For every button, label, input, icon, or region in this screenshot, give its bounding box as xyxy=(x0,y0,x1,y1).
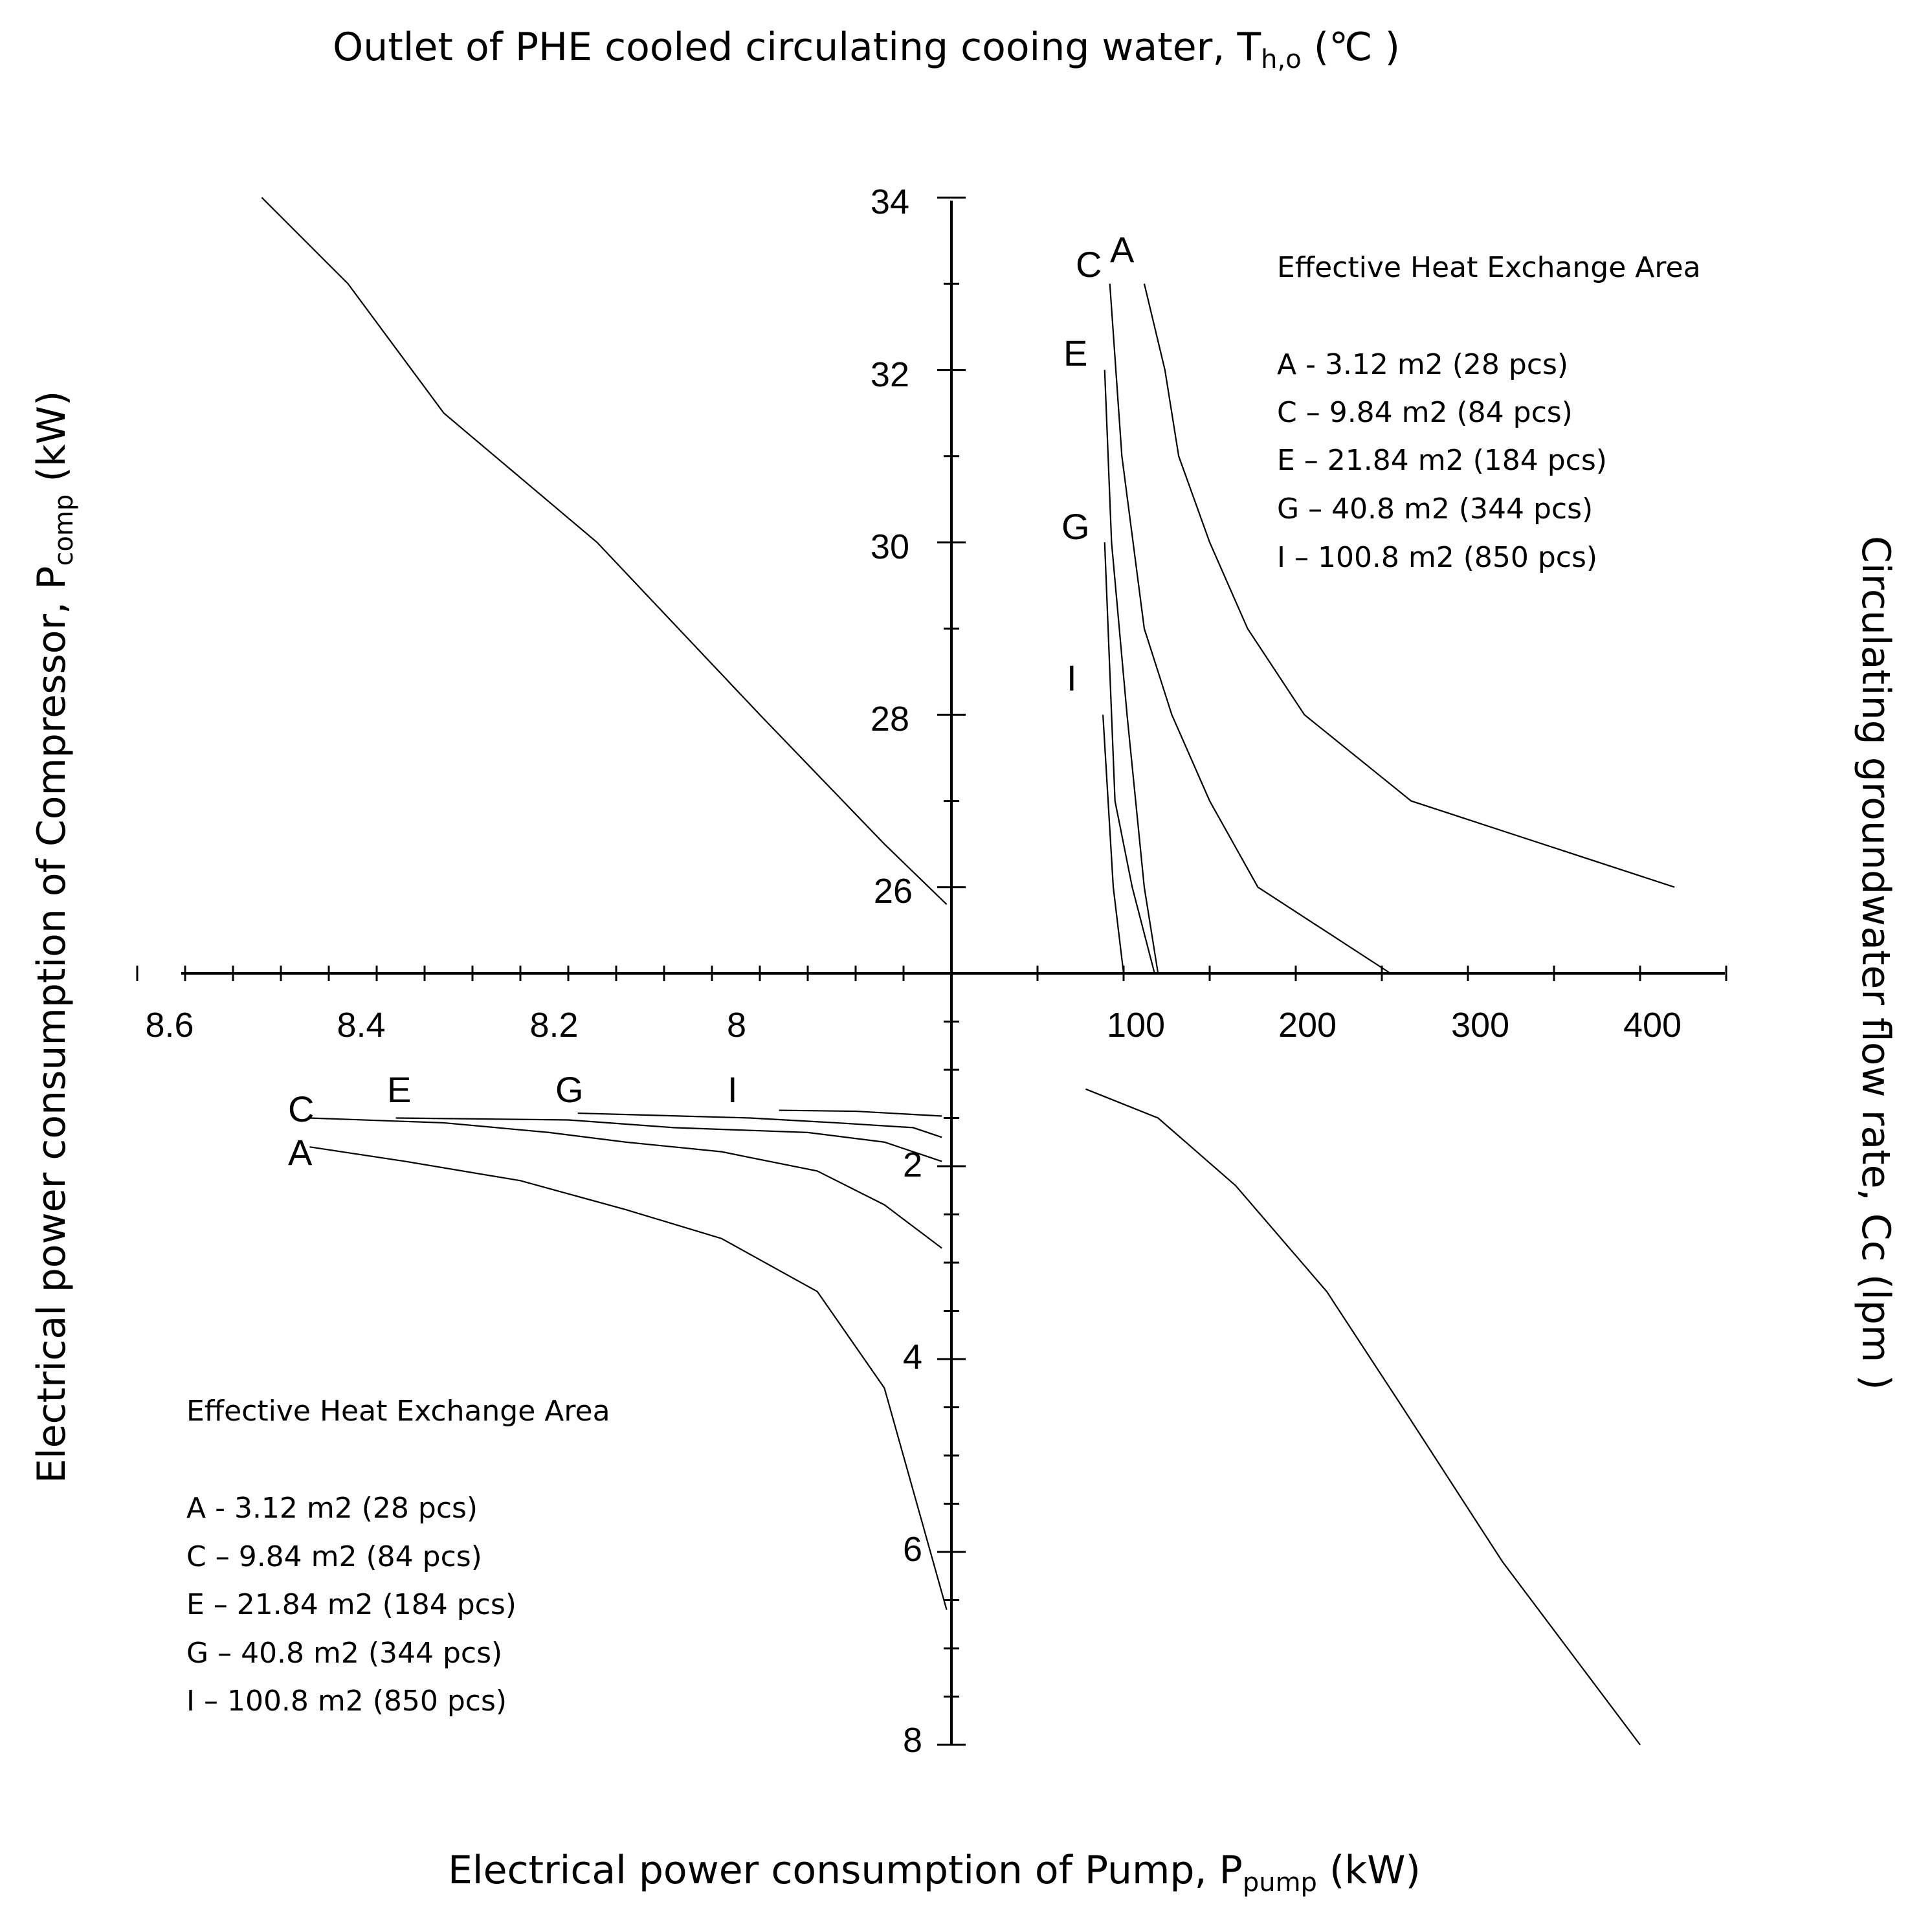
title-bottom-main: Electrical power consumption of Pump, P xyxy=(448,1848,1243,1893)
curve-flow-temp-E xyxy=(1104,370,1159,974)
legend-bottom-item-A: A - 3.12 m2 (28 pcs) xyxy=(186,1492,478,1525)
legend-top-item-G: G – 40.8 m2 (344 pcs) xyxy=(1277,493,1593,526)
curve-comp-pump-A xyxy=(309,1146,948,1610)
curve-flow-pump-all xyxy=(1085,1088,1641,1745)
title-left-sub: comp xyxy=(49,494,79,566)
title-left-main: Electrical power consumption of Compress… xyxy=(29,566,74,1483)
legend-top-title: Effective Heat Exchange Area xyxy=(1277,251,1701,284)
curve-flow-temp-I xyxy=(1102,714,1125,974)
curve-comp-temp-all xyxy=(261,197,948,905)
tick-label-pump-6: 6 xyxy=(903,1530,922,1569)
tick-label-flow-400: 400 xyxy=(1623,1006,1682,1045)
curve-label-bl-I: I xyxy=(727,1069,738,1110)
title-left: Electrical power consumption of Compress… xyxy=(29,391,79,1483)
legend-top-item-E: E – 21.84 m2 (184 pcs) xyxy=(1277,444,1607,477)
curve-comp-pump-I xyxy=(779,1109,942,1117)
curve-flow-temp-A xyxy=(1143,283,1675,888)
legend-bottom-item-C: C – 9.84 m2 (84 pcs) xyxy=(186,1540,482,1573)
tick-label-comp-8.6: 8.6 xyxy=(145,1006,194,1045)
curves-group xyxy=(261,197,1675,1745)
legend-top: Effective Heat Exchange Area A - 3.12 m2… xyxy=(1277,251,1701,574)
curve-label-bl-G: G xyxy=(555,1069,584,1110)
title-right: Circulating groundwater flow rate, Cc (l… xyxy=(1853,536,1898,1390)
tick-label-pump-4: 4 xyxy=(903,1338,922,1377)
curve-label-tr-G: G xyxy=(1061,506,1090,547)
legend-top-item-C: C – 9.84 m2 (84 pcs) xyxy=(1277,396,1573,429)
curve-label-tr-A: A xyxy=(1110,229,1135,270)
tick-label-flow-100: 100 xyxy=(1107,1006,1165,1045)
tick-label-comp-8: 8 xyxy=(727,1006,746,1045)
curve-label-bl-E: E xyxy=(387,1069,411,1110)
curve-flow-temp-G xyxy=(1104,542,1155,974)
tick-label-pump-8: 8 xyxy=(903,1721,922,1760)
tick-label-temp-26: 26 xyxy=(874,872,913,911)
title-top-main: Outlet of PHE cooled circulating cooing … xyxy=(333,25,1261,70)
title-top-sub: h,o xyxy=(1261,45,1302,74)
curve-label-tr-C: C xyxy=(1076,244,1102,285)
curve-comp-pump-E xyxy=(395,1117,942,1162)
title-bottom-sub: pump xyxy=(1243,1868,1317,1898)
legend-bottom: Effective Heat Exchange Area A - 3.12 m2… xyxy=(186,1395,610,1718)
legend-top-item-I: I – 100.8 m2 (850 pcs) xyxy=(1277,541,1597,574)
tick-label-temp-34: 34 xyxy=(871,183,909,221)
tick-label-temp-28: 28 xyxy=(871,700,909,738)
title-left-tail: (kW) xyxy=(29,391,74,494)
curve-flow-temp-C xyxy=(1109,283,1391,974)
tick-label-temp-30: 30 xyxy=(871,527,909,566)
curve-label-bl-A: A xyxy=(288,1132,313,1173)
legend-bottom-item-E: E – 21.84 m2 (184 pcs) xyxy=(186,1588,516,1621)
legend-top-item-A: A - 3.12 m2 (28 pcs) xyxy=(1277,348,1568,381)
curve-label-bl-C: C xyxy=(288,1089,314,1129)
title-bottom-tail: (kW) xyxy=(1317,1848,1421,1893)
tick-label-comp-8.4: 8.4 xyxy=(337,1006,385,1045)
tick-label-flow-200: 200 xyxy=(1278,1006,1337,1045)
tick-label-comp-8.2: 8.2 xyxy=(529,1006,578,1045)
legend-bottom-title: Effective Heat Exchange Area xyxy=(186,1395,610,1428)
tick-label-temp-32: 32 xyxy=(871,355,909,394)
curve-label-tr-E: E xyxy=(1063,333,1087,373)
title-top-tail: (℃ ) xyxy=(1302,25,1400,70)
legend-bottom-item-G: G – 40.8 m2 (344 pcs) xyxy=(186,1637,502,1670)
curve-label-tr-I: I xyxy=(1067,658,1077,698)
tick-label-flow-300: 300 xyxy=(1451,1006,1509,1045)
legend-bottom-item-I: I – 100.8 m2 (850 pcs) xyxy=(186,1685,507,1718)
curve-comp-pump-C xyxy=(309,1117,942,1249)
title-bottom: Electrical power consumption of Pump, Pp… xyxy=(448,1848,1421,1898)
curve-comp-pump-G xyxy=(577,1112,942,1138)
title-top: Outlet of PHE cooled circulating cooing … xyxy=(333,25,1400,74)
